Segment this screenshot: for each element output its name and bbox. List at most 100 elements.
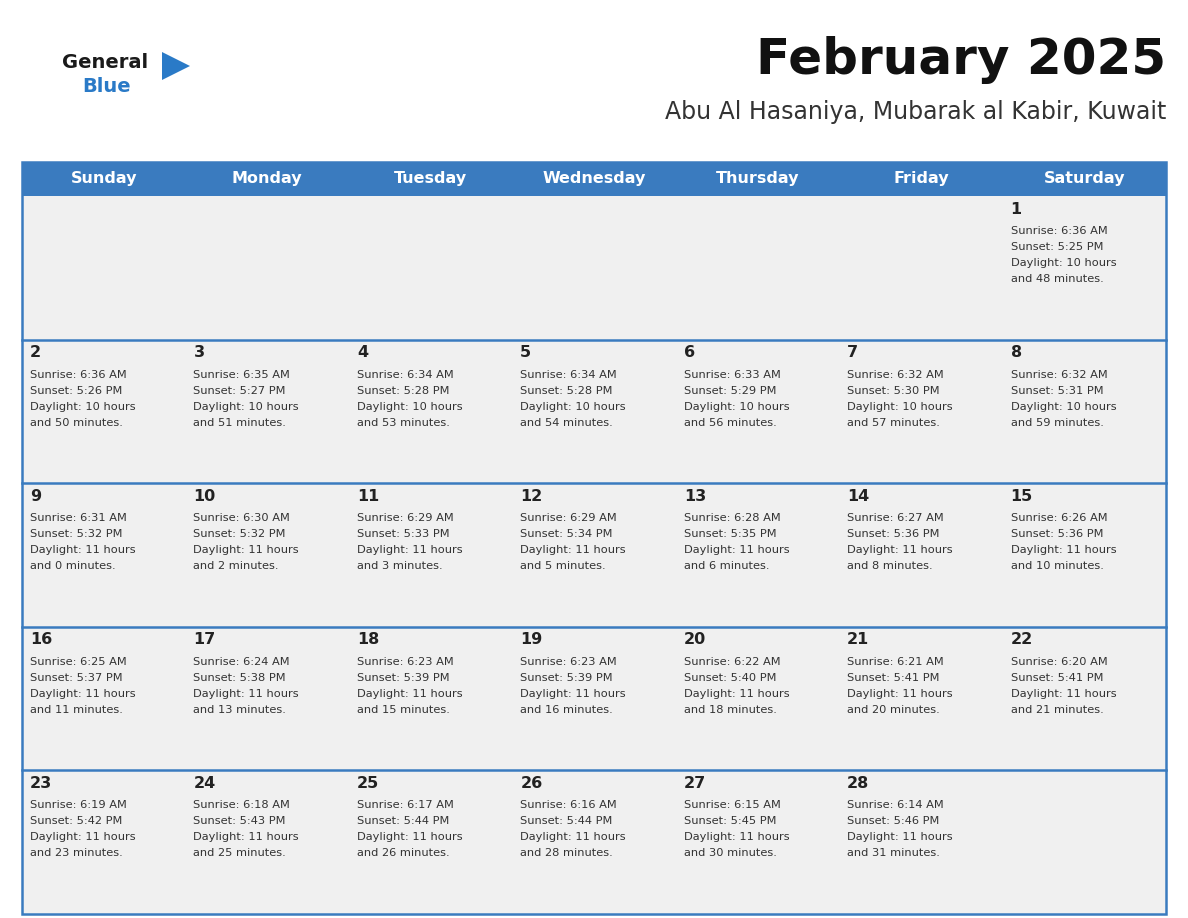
Text: 28: 28 xyxy=(847,776,870,791)
Text: Sunrise: 6:26 AM: Sunrise: 6:26 AM xyxy=(1011,513,1107,523)
Text: Sunset: 5:35 PM: Sunset: 5:35 PM xyxy=(684,529,776,539)
Text: 12: 12 xyxy=(520,488,543,504)
Bar xyxy=(185,340,349,483)
Bar xyxy=(1003,627,1165,770)
Text: Daylight: 11 hours: Daylight: 11 hours xyxy=(194,688,299,699)
Text: Sunset: 5:28 PM: Sunset: 5:28 PM xyxy=(520,386,613,396)
Text: Daylight: 11 hours: Daylight: 11 hours xyxy=(847,833,953,843)
Text: Sunset: 5:28 PM: Sunset: 5:28 PM xyxy=(356,386,449,396)
Text: Sunset: 5:26 PM: Sunset: 5:26 PM xyxy=(30,386,122,396)
Text: 4: 4 xyxy=(356,345,368,360)
Bar xyxy=(512,196,676,340)
Text: Sunset: 5:36 PM: Sunset: 5:36 PM xyxy=(847,529,940,539)
Text: 14: 14 xyxy=(847,488,870,504)
Text: and 26 minutes.: and 26 minutes. xyxy=(356,848,449,858)
Text: Daylight: 10 hours: Daylight: 10 hours xyxy=(684,401,789,411)
Text: Sunset: 5:32 PM: Sunset: 5:32 PM xyxy=(194,529,286,539)
Text: and 6 minutes.: and 6 minutes. xyxy=(684,561,769,571)
Text: Daylight: 11 hours: Daylight: 11 hours xyxy=(356,833,462,843)
Text: and 0 minutes.: and 0 minutes. xyxy=(30,561,115,571)
Bar xyxy=(676,770,839,914)
Bar xyxy=(512,162,676,196)
Text: Sunrise: 6:23 AM: Sunrise: 6:23 AM xyxy=(520,656,617,666)
Text: Tuesday: Tuesday xyxy=(394,172,467,186)
Text: 16: 16 xyxy=(30,633,52,647)
Text: and 53 minutes.: and 53 minutes. xyxy=(356,418,450,428)
Bar xyxy=(512,483,676,627)
Bar xyxy=(185,483,349,627)
Text: and 54 minutes.: and 54 minutes. xyxy=(520,418,613,428)
Bar xyxy=(23,483,185,627)
Text: Sunrise: 6:29 AM: Sunrise: 6:29 AM xyxy=(520,513,617,523)
Text: and 2 minutes.: and 2 minutes. xyxy=(194,561,279,571)
Bar xyxy=(1003,196,1165,340)
Text: and 8 minutes.: and 8 minutes. xyxy=(847,561,933,571)
Text: and 3 minutes.: and 3 minutes. xyxy=(356,561,442,571)
Text: and 48 minutes.: and 48 minutes. xyxy=(1011,274,1104,284)
Text: Sunrise: 6:24 AM: Sunrise: 6:24 AM xyxy=(194,656,290,666)
Text: Sunset: 5:38 PM: Sunset: 5:38 PM xyxy=(194,673,286,683)
Text: Sunset: 5:37 PM: Sunset: 5:37 PM xyxy=(30,673,122,683)
Text: 3: 3 xyxy=(194,345,204,360)
Text: and 28 minutes.: and 28 minutes. xyxy=(520,848,613,858)
Bar xyxy=(349,483,512,627)
Bar xyxy=(185,196,349,340)
Bar xyxy=(676,483,839,627)
Text: Daylight: 11 hours: Daylight: 11 hours xyxy=(520,545,626,555)
Text: 9: 9 xyxy=(30,488,42,504)
Text: Sunrise: 6:14 AM: Sunrise: 6:14 AM xyxy=(847,800,944,811)
Text: Sunset: 5:46 PM: Sunset: 5:46 PM xyxy=(847,816,940,826)
Text: Sunset: 5:27 PM: Sunset: 5:27 PM xyxy=(194,386,286,396)
Text: Daylight: 11 hours: Daylight: 11 hours xyxy=(194,833,299,843)
Text: Daylight: 10 hours: Daylight: 10 hours xyxy=(30,401,135,411)
Bar xyxy=(23,627,185,770)
Bar xyxy=(839,196,1003,340)
Text: and 13 minutes.: and 13 minutes. xyxy=(194,705,286,715)
Text: Daylight: 10 hours: Daylight: 10 hours xyxy=(520,401,626,411)
Text: 22: 22 xyxy=(1011,633,1032,647)
Bar xyxy=(23,770,185,914)
Text: and 50 minutes.: and 50 minutes. xyxy=(30,418,122,428)
Text: and 20 minutes.: and 20 minutes. xyxy=(847,705,940,715)
Text: 23: 23 xyxy=(30,776,52,791)
Text: Sunrise: 6:34 AM: Sunrise: 6:34 AM xyxy=(356,370,454,380)
Text: Sunset: 5:32 PM: Sunset: 5:32 PM xyxy=(30,529,122,539)
Bar xyxy=(23,162,1165,914)
Bar xyxy=(349,196,512,340)
Text: Daylight: 11 hours: Daylight: 11 hours xyxy=(356,545,462,555)
Text: 25: 25 xyxy=(356,776,379,791)
Text: and 51 minutes.: and 51 minutes. xyxy=(194,418,286,428)
Bar xyxy=(23,196,185,340)
Text: 26: 26 xyxy=(520,776,543,791)
Text: Daylight: 11 hours: Daylight: 11 hours xyxy=(520,833,626,843)
Text: Blue: Blue xyxy=(82,76,131,95)
Text: 24: 24 xyxy=(194,776,216,791)
Text: and 11 minutes.: and 11 minutes. xyxy=(30,705,122,715)
Text: and 15 minutes.: and 15 minutes. xyxy=(356,705,450,715)
Text: 5: 5 xyxy=(520,345,531,360)
Text: Daylight: 10 hours: Daylight: 10 hours xyxy=(194,401,299,411)
Text: Sunrise: 6:33 AM: Sunrise: 6:33 AM xyxy=(684,370,781,380)
Text: 19: 19 xyxy=(520,633,543,647)
Text: Daylight: 11 hours: Daylight: 11 hours xyxy=(684,688,789,699)
Text: Sunrise: 6:27 AM: Sunrise: 6:27 AM xyxy=(847,513,944,523)
Text: Daylight: 10 hours: Daylight: 10 hours xyxy=(356,401,462,411)
Bar xyxy=(676,196,839,340)
Text: and 59 minutes.: and 59 minutes. xyxy=(1011,418,1104,428)
Text: 8: 8 xyxy=(1011,345,1022,360)
Text: Sunset: 5:39 PM: Sunset: 5:39 PM xyxy=(520,673,613,683)
Text: Sunset: 5:34 PM: Sunset: 5:34 PM xyxy=(520,529,613,539)
Text: Daylight: 11 hours: Daylight: 11 hours xyxy=(30,688,135,699)
Text: Daylight: 11 hours: Daylight: 11 hours xyxy=(520,688,626,699)
Text: Friday: Friday xyxy=(893,172,949,186)
Text: Daylight: 10 hours: Daylight: 10 hours xyxy=(847,401,953,411)
Text: Daylight: 11 hours: Daylight: 11 hours xyxy=(684,833,789,843)
Text: Sunset: 5:33 PM: Sunset: 5:33 PM xyxy=(356,529,449,539)
Text: Sunrise: 6:22 AM: Sunrise: 6:22 AM xyxy=(684,656,781,666)
Text: and 21 minutes.: and 21 minutes. xyxy=(1011,705,1104,715)
Text: Daylight: 11 hours: Daylight: 11 hours xyxy=(30,545,135,555)
Text: Sunrise: 6:35 AM: Sunrise: 6:35 AM xyxy=(194,370,290,380)
Text: Sunset: 5:44 PM: Sunset: 5:44 PM xyxy=(520,816,613,826)
Bar xyxy=(839,770,1003,914)
Text: 7: 7 xyxy=(847,345,858,360)
